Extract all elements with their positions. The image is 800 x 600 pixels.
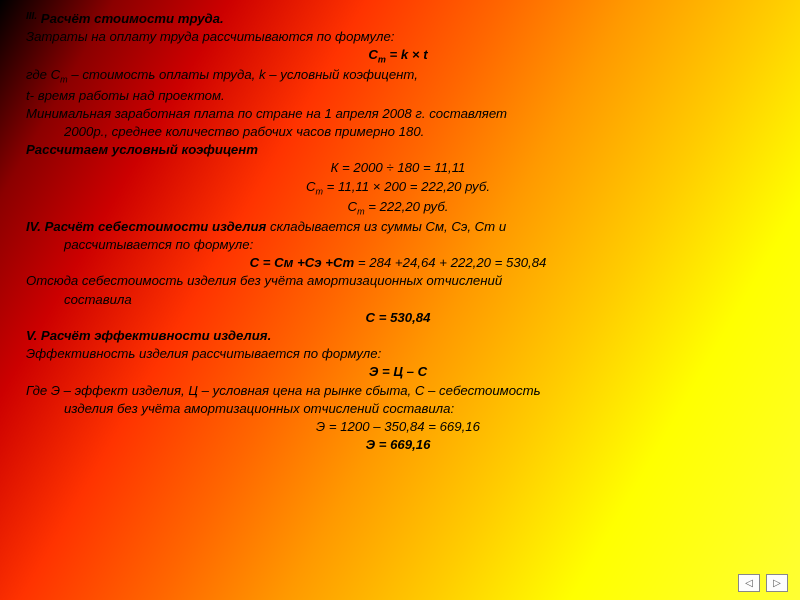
s5-line1: Эффективность изделия рассчитывается по … (26, 345, 770, 363)
s3-line3: t- время работы над проектом. (26, 87, 770, 105)
s3-calc1: К = 2000 ÷ 180 = 11,11 (26, 159, 770, 177)
next-button[interactable]: ▷ (766, 574, 788, 592)
s3-line4: Минимальная заработная плата по стране н… (26, 105, 770, 123)
title-3: Расчёт стоимости труда. (37, 11, 224, 26)
section4-title: IV. Расчёт себестоимости изделия складыв… (26, 218, 770, 236)
s3-line1: Затраты на оплату труда рассчитываются п… (26, 28, 770, 46)
s3-calc2: Ст = 11,11 × 200 = 222,20 руб. (26, 178, 770, 198)
s3-line2: где Ст – стоимость оплаты труда, k – усл… (26, 66, 770, 86)
s3-line4b: 2000р., среднее количество рабочих часов… (26, 123, 770, 141)
s4-line1: Отсюда себестоимость изделия без учёта а… (26, 272, 770, 290)
s4-formula: С = См +Сэ +Ст = 284 +24,64 + 222,20 = 5… (26, 254, 770, 272)
s4-line1b: составила (26, 291, 770, 309)
section3-title: III. Расчёт стоимости труда. (26, 10, 770, 28)
section5-title: V. Расчёт эффективности изделия. (26, 327, 770, 345)
s3-formula: Ст = k × t (26, 46, 770, 66)
s5-line2: Где Э – эффект изделия, Ц – условная цен… (26, 382, 770, 400)
s5-result: Э = 669,16 (26, 436, 770, 454)
s4-result: С = 530,84 (26, 309, 770, 327)
s5-line2b: изделия без учёта амортизационных отчисл… (26, 400, 770, 418)
s3-calc3: Ст = 222,20 руб. (26, 198, 770, 218)
slide-content: III. Расчёт стоимости труда. Затраты на … (26, 10, 770, 455)
nav-controls: ◁ ▷ (738, 574, 788, 592)
s5-formula: Э = Ц – С (26, 363, 770, 381)
slide: III. Расчёт стоимости труда. Затраты на … (0, 0, 800, 600)
s4-titleb: рассчитывается по формуле: (26, 236, 770, 254)
roman-3: III. (26, 11, 37, 22)
s3-line5: Рассчитаем условный коэфицент (26, 141, 770, 159)
s5-calc: Э = 1200 – 350,84 = 669,16 (26, 418, 770, 436)
prev-button[interactable]: ◁ (738, 574, 760, 592)
